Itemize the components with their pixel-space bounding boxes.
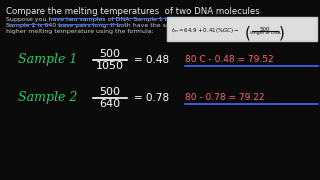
Text: 500: 500 (100, 49, 121, 59)
Text: 80 C - 0.48 = 79.52: 80 C - 0.48 = 79.52 (185, 55, 274, 64)
Text: = 0.78: = 0.78 (134, 93, 169, 103)
Text: length of DNA: length of DNA (250, 31, 280, 35)
Text: 1050: 1050 (96, 61, 124, 71)
FancyBboxPatch shape (167, 17, 317, 41)
Text: Suppose you have two samples of DNA. Sample 1 is 1050 base pairs long and: Suppose you have two samples of DNA. Sam… (6, 17, 251, 22)
Text: Compare the melting temperatures  of two DNA molecules: Compare the melting temperatures of two … (6, 7, 260, 16)
Text: higher melting temperature using the formula:: higher melting temperature using the for… (6, 29, 154, 34)
Text: Sample 2: Sample 2 (18, 91, 77, 105)
Text: Sample 1: Sample 1 (18, 53, 77, 66)
Text: (: ( (245, 25, 251, 40)
Text: $t_m = 64.9 + 0.41(\%GC) -$: $t_m = 64.9 + 0.41(\%GC) -$ (171, 26, 240, 35)
Text: Sample 2 is 640 base pairs long. If both have the same % GC content, which one h: Sample 2 is 640 base pairs long. If both… (6, 23, 280, 28)
Text: 80 - 0.78 = 79.22: 80 - 0.78 = 79.22 (185, 93, 265, 102)
Text: 500: 500 (100, 87, 121, 97)
Text: ): ) (279, 25, 285, 40)
Text: 500: 500 (260, 27, 270, 32)
Text: = 0.48: = 0.48 (134, 55, 169, 65)
Text: 640: 640 (100, 99, 121, 109)
